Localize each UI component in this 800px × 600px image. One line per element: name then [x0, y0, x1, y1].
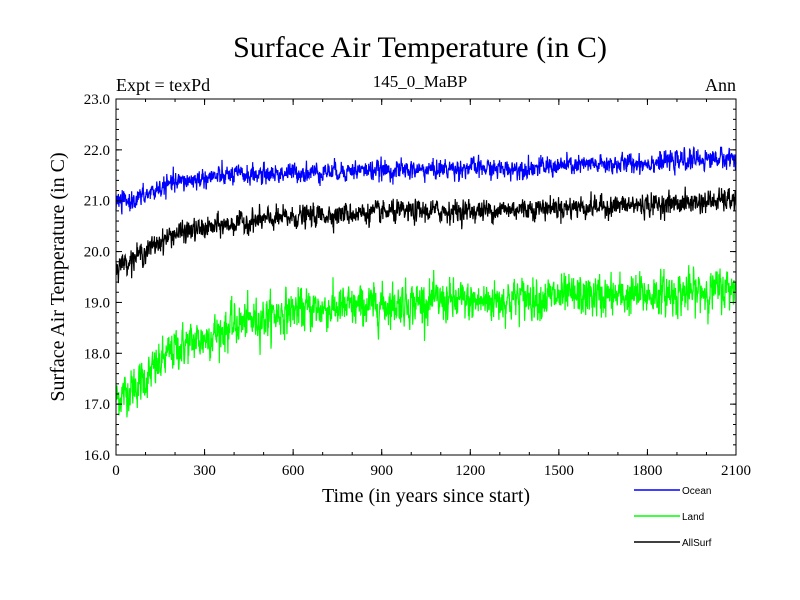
series-line-allsurf: [115, 186, 737, 284]
x-tick-label: 1500: [544, 463, 574, 479]
legend: Ocean Land AllSurf: [634, 486, 712, 549]
experiment-label: Expt = texPd: [116, 75, 210, 95]
y-tick-label: 19.0: [84, 295, 110, 311]
y-tick-label: 18.0: [84, 346, 110, 362]
chart-subtitle: 145_0_MaBP: [373, 72, 467, 91]
y-axis-label: Surface Air Temperature (in C): [47, 152, 69, 401]
y-tick-label: 21.0: [84, 194, 110, 210]
x-tick-label: 1800: [632, 463, 662, 479]
x-axis-label: Time (in years since start): [322, 485, 530, 507]
x-tick-label: 600: [282, 463, 305, 479]
series-line-ocean: [115, 146, 737, 215]
chart-title: Surface Air Temperature (in C): [233, 31, 607, 64]
y-tick-label: 20.0: [84, 245, 110, 261]
legend-label-ocean: Ocean: [682, 486, 711, 497]
x-tick-label: 2100: [721, 463, 751, 479]
legend-label-land: Land: [682, 512, 704, 523]
x-tick-label: 0: [112, 463, 120, 479]
x-tick-label: 300: [193, 463, 216, 479]
y-tick-label: 22.0: [84, 143, 110, 159]
series-line-land: [115, 265, 737, 418]
ticks-layer: 0 300 600 900 1200 1500 1800 2100 16.0 17.0 18.0 19…: [84, 92, 751, 479]
plot-frame: [115, 98, 737, 456]
period-label: Ann: [705, 75, 736, 95]
y-tick-label: 16.0: [84, 448, 110, 464]
y-tick-label: 17.0: [84, 397, 110, 413]
x-tick-label: 1200: [455, 463, 485, 479]
series-layer: [115, 146, 737, 418]
y-tick-label: 23.0: [84, 92, 110, 108]
x-tick-label: 900: [370, 463, 393, 479]
legend-label-allsurf: AllSurf: [682, 538, 712, 549]
